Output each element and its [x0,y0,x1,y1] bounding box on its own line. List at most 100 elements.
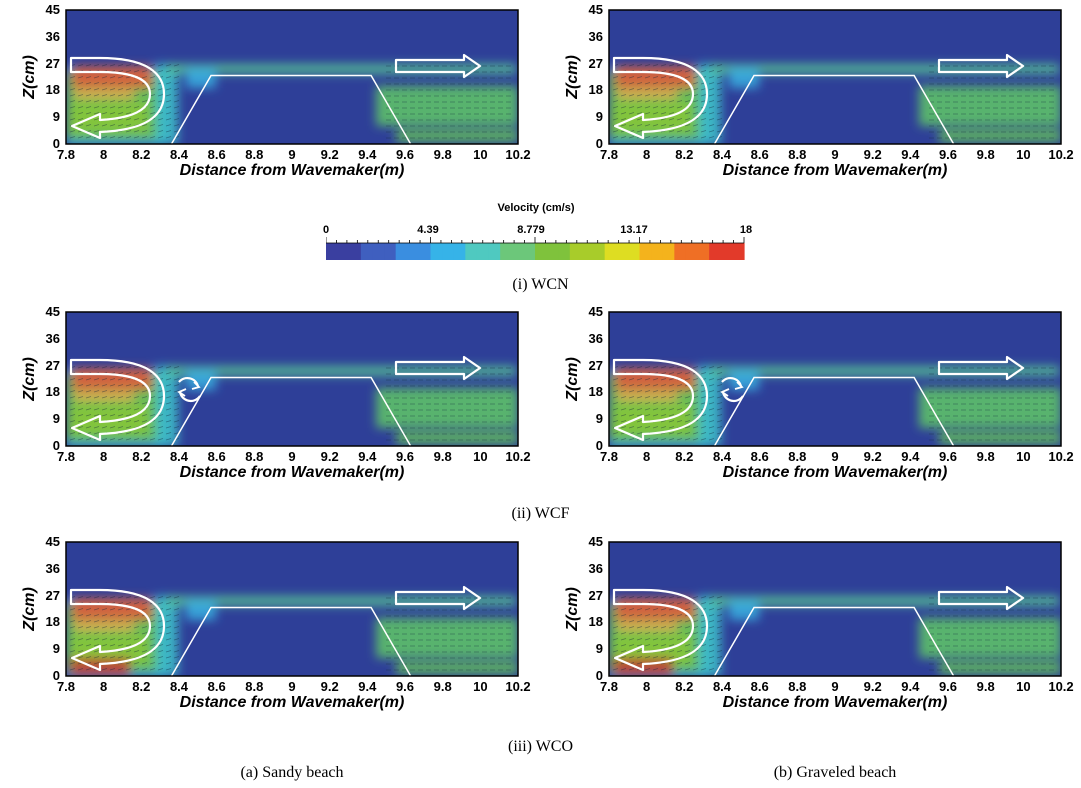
x-tick-label: 9 [288,679,296,694]
colorbar-swatch [616,243,629,260]
y-tick-label: 45 [45,2,60,17]
colorbar-swatch [720,243,733,260]
colorbar-swatch [569,243,583,260]
structure-outline [713,74,955,145]
y-tick-label: 18 [45,614,60,630]
panel-wco-graveled: Z(cm) 45 36 27 18 9 0 7.8 8 8.2 8.4 8.6 8.8 9 9.2 9.4 9.… [564,535,1074,712]
colorbar-swatch [697,243,710,260]
x-tick-label: 8.8 [245,449,264,464]
y-tick-label: 36 [588,330,603,346]
colorbar-swatch [337,243,350,260]
x-tick-label: 9.8 [976,679,995,694]
x-tick-label: 9.2 [863,147,882,162]
x-tick-label: 7.8 [56,147,76,162]
x-tick-label: 9.4 [358,147,377,162]
x-tick-label: 7.8 [599,449,619,464]
caption-wco: (iii) WCO [507,738,574,755]
y-tick-label: 36 [45,330,60,346]
velocity-field-plot [608,541,1062,677]
colorbar-swatch [372,243,385,260]
x-tick-label: 8.6 [750,147,769,162]
x-tick-label: 9.6 [395,147,415,162]
x-tick-label: 9 [288,147,296,162]
colorbar-swatch [651,243,664,260]
y-tick-label: 27 [588,55,603,71]
outflow-arrow [937,355,1025,381]
y-tick-label: 45 [45,534,60,549]
x-tick-label: 8.2 [675,449,694,464]
y-tick-label: 18 [45,82,60,98]
colorbar-swatch [535,243,548,260]
caption-sandy-beach: (a) Sandy beach [240,764,344,781]
x-tick-label: 8.4 [169,147,189,162]
x-tick-label: 10.2 [1048,147,1074,162]
x-tick-label: 8.8 [245,679,264,694]
x-tick-label: 9.8 [433,449,452,464]
colorbar-swatch [685,243,699,260]
colorbar-swatch [674,243,687,260]
outflow-arrow [937,585,1025,611]
x-tick-label: 8.6 [207,679,226,694]
x-tick-label: 9.2 [320,679,339,694]
x-tick-label: 8.2 [675,679,694,694]
y-tick-label: 36 [45,28,60,44]
y-tick-label: 9 [52,109,60,125]
colorbar-swatch [732,243,745,260]
x-tick-label: 9 [288,449,296,464]
colorbar-swatch [407,243,420,260]
x-tick-label: 9.6 [395,679,415,694]
x-tick-label: 10.2 [505,147,531,162]
x-tick-label: 8 [100,679,108,694]
x-tick-label: 9.6 [395,449,415,464]
y-tick-label: 27 [588,357,603,373]
x-tick-label: 7.8 [56,449,76,464]
return-flow-arrow [69,56,166,140]
plot-frame [608,311,1062,447]
y-tick-label: 9 [595,109,603,125]
x-tick-label: 9.6 [938,147,958,162]
x-tick-label: 9 [831,679,839,694]
colorbar-swatch [453,243,466,260]
y-tick-label: 9 [52,411,60,427]
x-tick-label: 8.2 [675,147,694,162]
x-tick-label: 8.6 [207,147,226,162]
x-tick-label: 9.2 [320,147,339,162]
x-tick-label: 10 [473,147,488,162]
velocity-field-plot [65,541,519,677]
colorbar-swatch [418,243,432,260]
colorbar-swatch [360,243,374,260]
y-tick-label: 27 [45,55,60,71]
x-tick-label: 8.4 [169,449,189,464]
x-tick-label: 8 [100,147,108,162]
colorbar-tick: 8.779 [517,224,545,236]
return-flow-arrow [69,358,166,442]
x-tick-label: 9.6 [938,449,958,464]
y-tick-label: 45 [588,534,603,549]
y-tick-label: 18 [45,384,60,400]
y-tick-label: 27 [45,357,60,373]
x-tick-label: 7.8 [56,679,76,694]
x-tick-label: 8.8 [788,147,807,162]
colorbar-gradient [325,237,745,260]
caption-wcn: (i) WCN [512,276,569,293]
x-tick-label: 8 [643,679,651,694]
x-tick-label: 10.2 [1048,449,1074,464]
x-tick-label: 8 [643,449,651,464]
y-tick-label: 0 [52,136,60,151]
x-tick-label: 8.6 [750,449,769,464]
panel-wcn-graveled: Z(cm) 45 36 27 18 9 0 7.8 8 8.2 8.4 8.6 8.8 9 9.2 9.4 9.… [564,3,1074,180]
x-tick-label: 9.6 [938,679,958,694]
x-tick-label: 8.6 [750,679,769,694]
x-axis-label: Distance from Wavemaker(m) [722,162,948,179]
x-tick-label: 10 [1016,147,1031,162]
x-tick-label: 8.2 [132,147,151,162]
x-tick-label: 8.8 [788,679,807,694]
panel-wco-sandy: Z(cm) 45 36 27 18 9 0 7.8 8 8.2 8.4 8.6 8.8 9 9.2 9.4 9.… [21,535,531,712]
y-tick-label: 0 [52,668,60,683]
colorbar-swatch [558,243,571,260]
structure-outline [170,606,412,677]
colorbar-swatch [709,243,722,260]
colorbar-swatch [581,243,594,260]
x-tick-label: 10 [1016,449,1031,464]
plot-frame [608,541,1062,677]
